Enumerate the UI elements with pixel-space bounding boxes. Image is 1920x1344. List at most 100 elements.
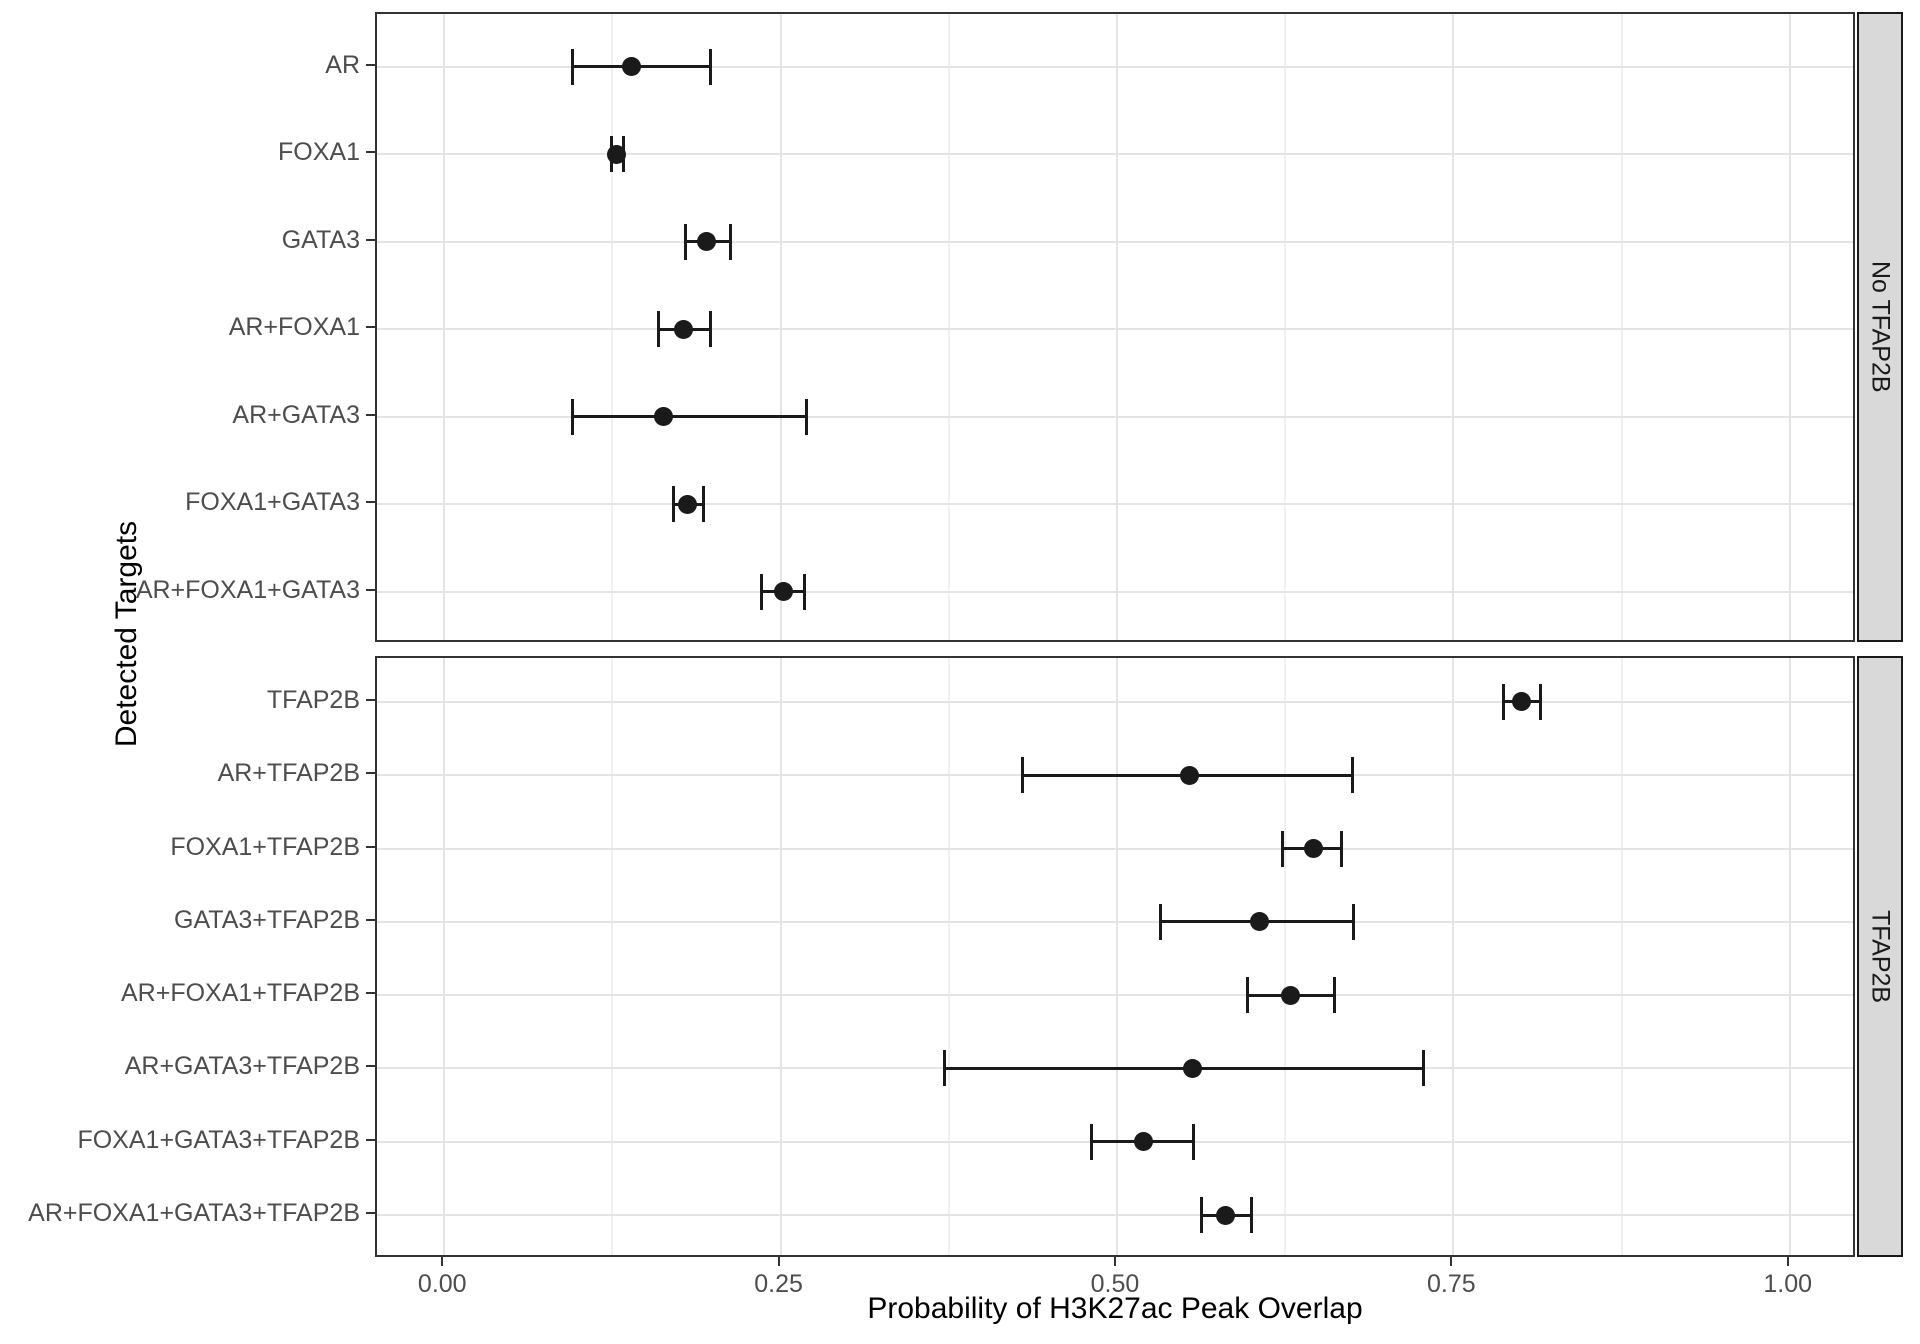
point-estimate	[1182, 1058, 1202, 1078]
x-major-gridline	[779, 14, 782, 640]
error-bar	[572, 65, 711, 68]
y-axis-tick	[366, 992, 375, 995]
point-estimate	[1281, 985, 1301, 1005]
x-major-gridline	[443, 14, 446, 640]
x-axis-tick	[777, 1257, 780, 1266]
facet-strip: No TFAP2B	[1857, 12, 1903, 642]
y-major-gridline	[377, 503, 1853, 505]
y-axis-tick	[366, 151, 375, 153]
y-major-gridline	[377, 920, 1853, 923]
x-minor-gridline	[1284, 14, 1287, 640]
x-minor-gridline	[947, 658, 950, 1255]
point-estimate	[621, 57, 641, 76]
x-major-gridline	[1452, 658, 1455, 1255]
point-estimate	[678, 494, 698, 514]
x-axis-tick	[1450, 1257, 1453, 1266]
y-major-gridline	[377, 700, 1853, 703]
x-axis-tick	[1786, 1257, 1789, 1266]
y-major-gridline	[377, 65, 1853, 68]
y-axis-tick	[366, 501, 375, 503]
error-bar	[572, 415, 807, 418]
error-bar-cap-lower	[943, 1050, 947, 1087]
x-axis-tick-label: 0.75	[1427, 1270, 1476, 1298]
error-bar-cap-upper	[729, 223, 733, 260]
error-bar-cap-lower	[1501, 683, 1505, 720]
x-minor-gridline	[1620, 658, 1623, 1255]
error-bar-cap-upper	[803, 573, 807, 610]
error-bar-cap-lower	[1158, 903, 1162, 940]
y-axis-tick	[366, 772, 375, 775]
y-major-gridline	[377, 847, 1853, 850]
x-minor-gridline	[611, 14, 614, 640]
y-major-gridline	[377, 590, 1853, 593]
point-estimate	[1216, 1205, 1236, 1225]
point-estimate	[674, 319, 694, 339]
y-axis-category-label: AR+GATA3+TFAP2B	[124, 1052, 360, 1081]
x-major-gridline	[1116, 658, 1118, 1255]
x-axis-tick-label: 0.25	[754, 1270, 803, 1298]
x-minor-gridline	[947, 14, 950, 640]
x-axis-tick	[441, 1257, 444, 1266]
y-axis-tick	[366, 1138, 375, 1141]
point-estimate	[654, 407, 674, 426]
x-major-gridline	[1788, 658, 1791, 1255]
facet-strip-label: TFAP2B	[1866, 909, 1895, 1004]
error-bar-cap-lower	[570, 398, 574, 435]
error-bar-cap-lower	[671, 486, 675, 522]
y-axis-category-label: FOXA1+GATA3+TFAP2B	[77, 1125, 360, 1154]
error-bar-cap-upper	[1352, 903, 1356, 940]
y-axis-category-label: AR+FOXA1+GATA3	[135, 575, 360, 604]
y-major-gridline	[377, 328, 1853, 330]
y-major-gridline	[377, 1214, 1853, 1217]
error-bar-cap-lower	[683, 223, 687, 260]
y-axis-category-label: AR+FOXA1+GATA3+TFAP2B	[28, 1199, 360, 1228]
error-bar-cap-lower	[1246, 977, 1249, 1014]
x-axis-tick-label: 0.00	[417, 1270, 467, 1298]
point-estimate	[1512, 692, 1532, 712]
y-axis-category-label: GATA3	[281, 225, 360, 254]
error-bar-cap-upper	[804, 398, 808, 435]
x-major-gridline	[1788, 14, 1791, 640]
x-axis-tick-label: 0.50	[1090, 1270, 1140, 1298]
x-minor-gridline	[1620, 14, 1623, 640]
facet-panel	[375, 12, 1855, 642]
error-bar-cap-upper	[709, 48, 713, 85]
y-axis-category-label: TFAP2B	[266, 685, 360, 714]
point-estimate	[1250, 912, 1270, 932]
point-estimate	[697, 232, 717, 251]
point-estimate	[1303, 839, 1323, 859]
y-axis-tick	[366, 1212, 375, 1215]
x-axis-tick-label: 1.00	[1763, 1270, 1813, 1298]
y-axis-category-label: FOXA1+GATA3	[185, 488, 360, 516]
error-bar-cap-lower	[656, 311, 660, 347]
x-major-gridline	[779, 658, 782, 1255]
y-major-gridline	[377, 415, 1853, 418]
error-bar-cap-lower	[760, 573, 764, 610]
error-bar-cap-lower	[570, 48, 574, 85]
y-axis-tick	[366, 845, 375, 848]
x-major-gridline	[443, 658, 446, 1255]
error-bar-cap-upper	[1350, 757, 1354, 794]
y-major-gridline	[377, 994, 1853, 997]
x-axis-title: Probability of H3K27ac Peak Overlap	[867, 1292, 1363, 1325]
facet-strip: TFAP2B	[1857, 656, 1903, 1257]
y-axis-tick	[366, 918, 375, 921]
error-bar-cap-upper	[1192, 1123, 1196, 1160]
error-bar-cap-upper	[1422, 1050, 1426, 1087]
facet-panel	[375, 656, 1855, 1257]
error-bar-cap-lower	[1280, 830, 1284, 867]
y-major-gridline	[377, 240, 1853, 243]
y-axis-category-label: AR+FOXA1	[228, 313, 360, 341]
y-axis-tick	[366, 238, 375, 241]
y-axis-tick	[366, 588, 375, 591]
x-axis-tick	[1114, 1257, 1116, 1266]
y-axis-tick	[366, 698, 375, 701]
x-minor-gridline	[1284, 658, 1287, 1255]
error-bar-cap-lower	[1200, 1197, 1204, 1234]
y-major-gridline	[377, 153, 1853, 155]
y-axis-category-label: GATA3+TFAP2B	[174, 905, 360, 934]
error-bar-cap-upper	[702, 486, 706, 522]
error-bar-cap-upper	[1340, 830, 1344, 867]
y-axis-tick	[366, 1065, 375, 1068]
